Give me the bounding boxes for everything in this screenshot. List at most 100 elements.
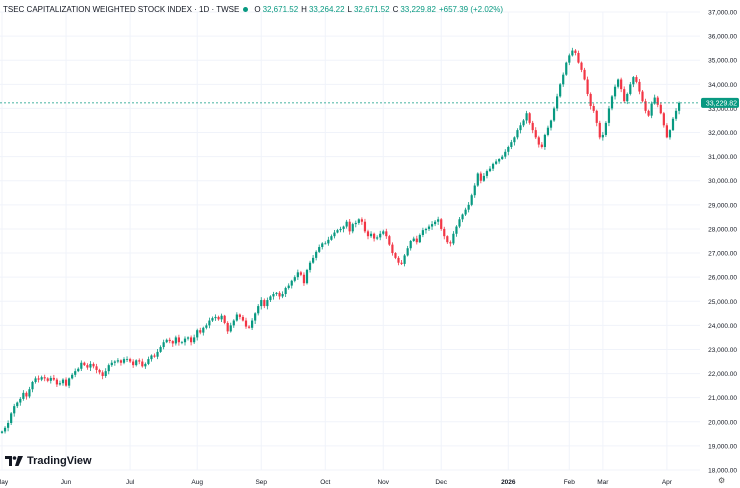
chart-legend-header[interactable]: TSEC CAPITALIZATION WEIGHTED STOCK INDEX… (3, 3, 503, 15)
candle-body (519, 125, 522, 131)
price-tick-label: 37,000.00 (708, 10, 737, 17)
candle-body (491, 163, 495, 169)
candle-body (504, 151, 507, 157)
tradingview-logo[interactable]: TradingView (5, 455, 92, 467)
candle-body (7, 422, 10, 428)
candle-body (604, 122, 607, 135)
candle-body (595, 110, 598, 123)
candle-body (86, 365, 89, 368)
candle-body (186, 337, 190, 339)
price-tick-label: 21,000.00 (708, 395, 737, 402)
candle-body (46, 378, 49, 381)
candle-body (424, 228, 428, 231)
candle-body (403, 255, 406, 264)
candle-body (183, 338, 187, 343)
candle-body (260, 300, 263, 307)
price-tick-label: 28,000.00 (708, 226, 737, 233)
candle-body (202, 327, 205, 333)
candle-body (171, 341, 174, 344)
candle-body (418, 234, 421, 243)
close-value: 33,229.82 (400, 4, 436, 14)
candle-body (3, 427, 7, 432)
candle-body (455, 226, 458, 234)
candle-body (135, 360, 138, 366)
candle-body (290, 280, 293, 286)
candle-body (373, 233, 376, 239)
candle-body (138, 360, 141, 362)
candle-body (674, 110, 678, 119)
candle-body (287, 285, 290, 289)
candle-body (68, 378, 71, 386)
candle-body (665, 125, 668, 138)
candle-body (333, 232, 336, 237)
candle-body (61, 379, 65, 384)
candle-body (345, 221, 348, 227)
candle-body (31, 382, 34, 390)
candle-body (668, 130, 672, 138)
candle-body (125, 359, 129, 360)
candle-body (159, 347, 162, 352)
time-axis[interactable]: May Jun Jul Aug Sep Oct Nov Dec 2026 Feb Mar Apr (0, 479, 673, 486)
candle-body (473, 185, 476, 196)
candle-body (113, 361, 116, 363)
candle-body (363, 221, 367, 232)
settings-gear-icon[interactable]: ⚙ (718, 476, 726, 485)
candle-body (430, 224, 434, 227)
candle-body (543, 134, 546, 147)
candle-body (464, 209, 467, 215)
candle-body (211, 318, 214, 321)
time-tick-label: Feb (564, 479, 576, 486)
candle-body (119, 360, 123, 363)
price-tick-label: 33,000.00 (708, 106, 737, 113)
price-tick-label: 18,000.00 (708, 468, 737, 475)
candle-body (610, 96, 614, 109)
price-tick-label: 30,000.00 (708, 178, 737, 185)
grid-lines (0, 11, 700, 471)
time-tick-label: Apr (662, 479, 673, 486)
price-tick-label: 27,000.00 (708, 251, 737, 258)
price-tick-label: 26,000.00 (708, 275, 737, 282)
candle-body (397, 257, 400, 263)
candle-body (534, 130, 537, 138)
candle-body (565, 62, 568, 75)
open-value: 32,671.52 (262, 4, 299, 14)
candle-body (400, 262, 403, 264)
candle-body (589, 93, 592, 107)
candle-body (147, 359, 150, 364)
candle-body (671, 118, 675, 131)
candle-body (49, 377, 52, 381)
candle-body (342, 226, 345, 229)
candle-body (308, 262, 312, 270)
candle-body (153, 355, 156, 357)
candle-body (312, 257, 315, 263)
candle-body (251, 320, 254, 328)
candle-body (296, 272, 299, 278)
candle-body (415, 238, 418, 243)
candle-body (482, 175, 485, 181)
symbol-title[interactable]: TSEC CAPITALIZATION WEIGHTED STOCK INDEX… (3, 4, 240, 14)
candle-body (366, 231, 370, 237)
candle-body (272, 294, 275, 297)
price-tick-label: 29,000.00 (708, 202, 737, 209)
time-tick-label: Nov (377, 479, 389, 486)
candle-body (34, 378, 37, 383)
candle-body (107, 365, 110, 372)
candle-body (193, 337, 196, 343)
candle-body (613, 86, 617, 97)
candle-body (150, 355, 153, 360)
candle-body (101, 372, 104, 376)
candle-body (556, 96, 559, 109)
candle-body (629, 84, 632, 94)
price-axis[interactable]: 18,000.00 19,000.00 20,000.00 21,000.00 22,0… (708, 10, 737, 475)
candle-body (116, 360, 119, 362)
market-status-icon (243, 6, 249, 12)
last-price-tag-box (701, 97, 739, 108)
low-label: L (347, 4, 352, 14)
candle-body (28, 389, 31, 397)
open-label: O (254, 4, 261, 14)
candle-body (607, 108, 611, 123)
price-tick-label: 23,000.00 (708, 347, 737, 354)
candle-body (437, 219, 440, 222)
candle-body (214, 316, 217, 319)
